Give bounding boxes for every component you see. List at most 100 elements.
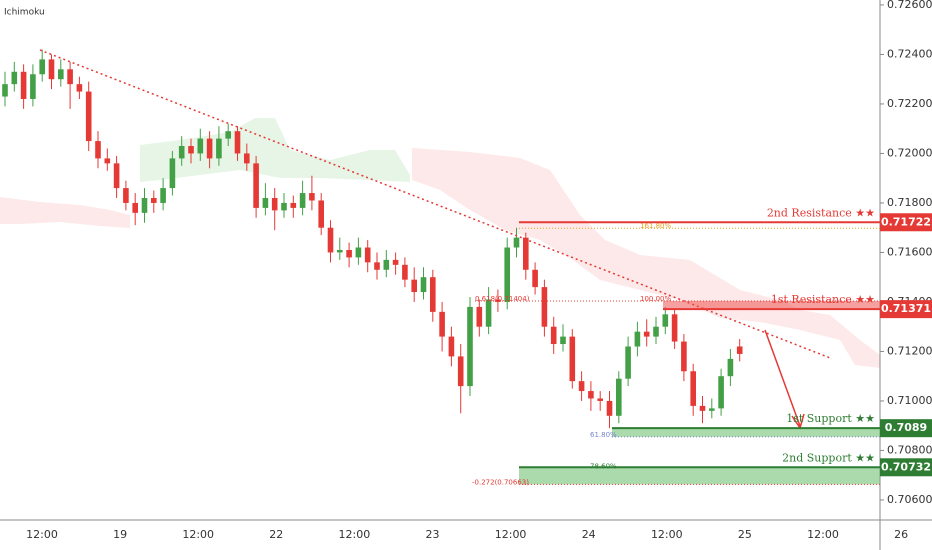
y-tick-label: 0.71600	[887, 245, 932, 258]
candle-body	[457, 356, 464, 387]
y-tick-label: 0.72000	[887, 146, 932, 159]
candle-body	[2, 84, 8, 97]
candle-body	[662, 314, 669, 327]
plot-area	[2, 49, 743, 429]
x-tick-label: 23	[426, 528, 440, 541]
x-tick-label: 22	[269, 528, 283, 541]
candle-body	[160, 188, 166, 203]
cloud-red	[0, 197, 130, 228]
candle-body	[550, 326, 557, 345]
candle-body	[299, 193, 306, 208]
candle-body	[588, 391, 594, 399]
candle-body	[85, 91, 92, 142]
candle-body	[643, 331, 650, 337]
candle-body	[671, 314, 678, 342]
candle-body	[578, 381, 585, 392]
candle-body	[541, 287, 548, 327]
candle-body	[169, 158, 176, 189]
candle-body	[504, 247, 510, 302]
candle-body	[67, 69, 73, 85]
price-badge	[880, 213, 932, 232]
price-badge	[880, 419, 932, 438]
fib-label: 100.00%	[640, 295, 671, 303]
indicator-label: Ichimoku	[4, 8, 45, 18]
x-tick-label: 12:00	[182, 528, 214, 541]
candle-body	[392, 259, 399, 265]
candle-body	[141, 198, 148, 213]
candle-body	[188, 146, 194, 154]
price-badge	[880, 300, 932, 319]
cloud-red	[412, 148, 880, 368]
candle-body	[467, 306, 473, 387]
candle-body	[225, 131, 231, 139]
price-badge-label: 0.71371	[881, 302, 931, 315]
candle-body	[709, 408, 715, 411]
y-tick-label: 0.71800	[887, 196, 932, 209]
level-name: 2nd Resistance ★★	[767, 206, 875, 219]
candle-body	[718, 376, 724, 409]
candle-body	[430, 277, 436, 312]
candle-body	[327, 227, 334, 253]
candle-body	[20, 71, 27, 100]
fib-label: -0.272(0.70663)	[472, 478, 529, 486]
y-tick-label: 0.71000	[887, 394, 932, 407]
candle-body	[569, 336, 576, 382]
candle-body	[346, 249, 352, 258]
x-tick-label: 12:00	[651, 528, 683, 541]
candle-body	[420, 277, 427, 293]
candle-body	[262, 198, 269, 208]
candle-body	[11, 71, 18, 85]
candle-body	[132, 202, 138, 213]
candle-body	[513, 237, 520, 248]
x-tick-label: 12:00	[339, 528, 371, 541]
candle-body	[104, 158, 111, 164]
candle-body	[253, 163, 259, 208]
price-badge-label: 0.70732	[881, 460, 931, 473]
ichimoku-cloud	[0, 118, 880, 368]
zone	[612, 428, 880, 437]
candle-body	[123, 188, 129, 203]
candle-body	[383, 259, 390, 270]
y-tick-label: 0.72200	[887, 97, 932, 110]
candle-body	[681, 341, 687, 372]
candle-body	[281, 202, 287, 211]
candle-body	[402, 264, 408, 280]
level-name: 2nd Support ★★	[782, 451, 875, 464]
candle-body	[234, 131, 241, 154]
candle-body	[616, 378, 622, 416]
candle-body	[532, 269, 538, 288]
candle-body	[197, 138, 204, 154]
y-tick-label: 0.70600	[887, 493, 932, 506]
candle-body	[113, 163, 120, 189]
candle-body	[727, 358, 734, 377]
candle-body	[48, 59, 55, 80]
x-tick-label: 25	[738, 528, 752, 541]
fib-label: 61.80%	[590, 431, 617, 439]
candle-body	[309, 193, 315, 201]
level-name: 1st Resistance ★★	[771, 293, 875, 306]
candle-body	[151, 198, 157, 203]
x-tick-label: 12:00	[495, 528, 527, 541]
candle-body	[690, 371, 696, 406]
candle-body	[30, 74, 36, 100]
candle-body	[597, 398, 603, 401]
candle-body	[653, 326, 659, 337]
fib-label: 0.618(0.71404)	[475, 295, 530, 303]
cloud-green	[140, 118, 410, 182]
candle-body	[699, 405, 706, 411]
candle-body	[439, 311, 445, 337]
candle-body	[290, 202, 297, 208]
x-tick-label: 26	[894, 528, 908, 541]
candle-body	[318, 200, 324, 228]
x-tick-label: 19	[113, 528, 127, 541]
price-badge-label: 0.71722	[881, 215, 931, 228]
candle-body	[448, 336, 455, 357]
zone	[519, 467, 880, 485]
x-tick-label: 24	[582, 528, 596, 541]
candle-body	[206, 138, 213, 159]
candle-body	[271, 198, 278, 211]
candle-body	[355, 247, 362, 258]
candle-body	[411, 279, 417, 293]
candle-body	[523, 237, 529, 270]
